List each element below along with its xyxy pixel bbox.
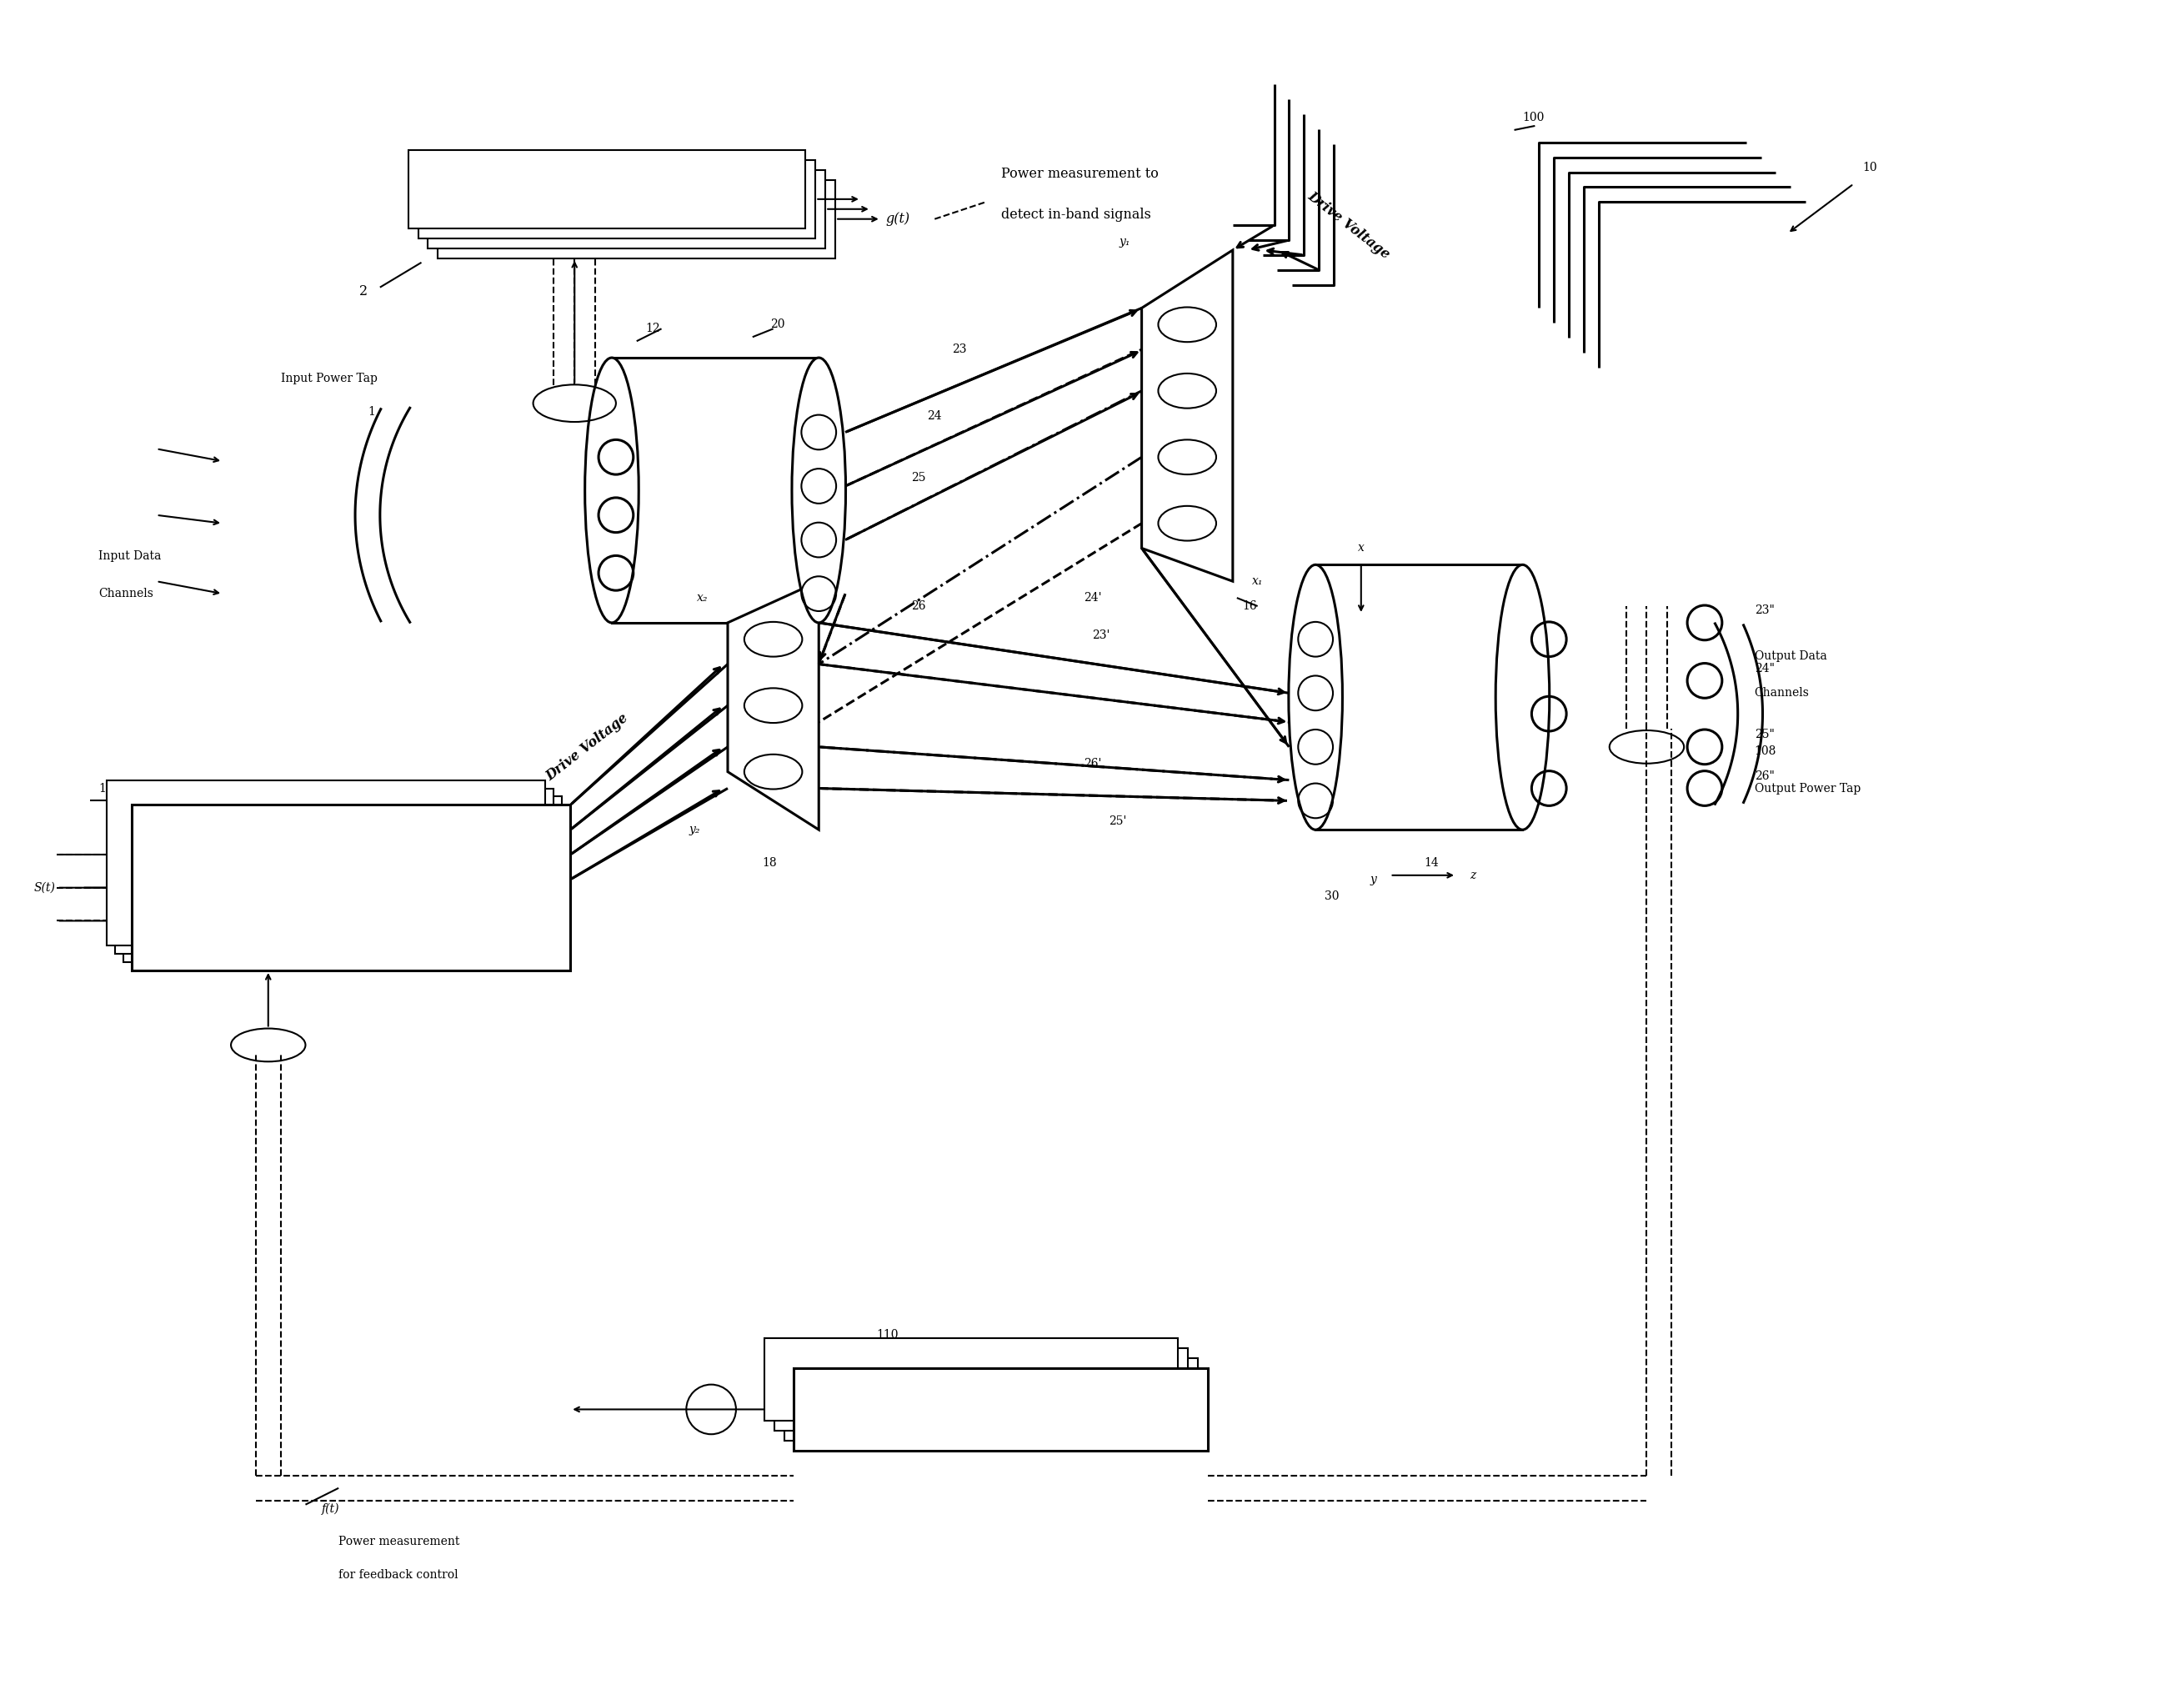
Text: 24: 24 [928,409,941,421]
Text: z: z [1470,870,1476,881]
Text: 23: 23 [952,344,968,355]
Text: Output Power Sensor: Output Power Sensor [928,1402,1072,1417]
Ellipse shape [1289,564,1343,830]
Text: f(t): f(t) [321,1502,341,1514]
Text: 25: 25 [911,472,926,484]
Text: 108: 108 [1754,745,1776,757]
Text: 14: 14 [1424,858,1439,868]
Ellipse shape [1496,564,1548,830]
Text: y: y [1369,873,1376,885]
Text: 26': 26' [1083,757,1101,769]
Polygon shape [727,581,819,830]
Bar [417,160,815,239]
Text: 24': 24' [1083,592,1101,604]
Text: Power measurement: Power measurement [339,1536,461,1548]
Text: 100: 100 [1522,113,1544,123]
Text: Output Power Tap: Output Power Tap [1754,783,1861,795]
Text: Output Data: Output Data [1754,650,1826,662]
Bar [131,805,570,970]
Bar [764,1338,1177,1420]
Text: Channels: Channels [1754,687,1808,699]
Text: 25': 25' [1109,815,1127,827]
Bar [784,1359,1199,1441]
Text: 26: 26 [911,600,926,612]
Text: Input Power Tap: Input Power Tap [280,373,378,384]
Text: 110: 110 [876,1328,900,1340]
Text: x₁: x₁ [1251,576,1262,587]
Text: Control System: Control System [299,910,404,924]
Text: Digital: Digital [328,861,373,875]
Text: Channels: Channels [98,588,153,600]
Text: 20: 20 [771,319,784,331]
Text: y₁: y₁ [1120,235,1131,247]
Bar [795,1367,1208,1451]
Text: 16: 16 [1243,600,1256,612]
Text: 25": 25" [1754,728,1773,740]
Text: S(t): S(t) [35,881,55,893]
Text: x₂: x₂ [697,592,708,604]
Polygon shape [1142,251,1232,581]
Bar [612,358,819,622]
Bar [408,150,806,228]
Text: g(t): g(t) [885,211,909,227]
Text: y₂: y₂ [688,824,701,835]
Text: 30: 30 [1326,890,1339,902]
Text: Drive Voltage: Drive Voltage [544,711,631,783]
Bar [773,1349,1188,1430]
Ellipse shape [585,358,638,622]
Text: 24": 24" [1754,663,1773,673]
Text: x: x [1358,542,1365,554]
Ellipse shape [793,358,845,622]
Text: 23': 23' [1092,629,1109,641]
Bar [439,179,834,259]
Text: Drive Voltage: Drive Voltage [1304,189,1393,261]
Bar [116,788,555,953]
Bar [428,170,826,249]
Text: Power measurement to: Power measurement to [1000,167,1158,181]
Text: 10: 10 [1863,162,1878,174]
Text: 100: 100 [98,783,120,795]
Text: 18: 18 [762,858,778,868]
Text: detect in-band signals: detect in-band signals [1000,208,1151,222]
Text: Input Power Sensor: Input Power Sensor [570,211,703,225]
Text: Input Data: Input Data [98,551,162,563]
Text: for feedback control: for feedback control [339,1569,459,1581]
Text: 26": 26" [1754,771,1773,781]
Bar [107,781,546,946]
Bar [122,796,561,962]
Text: 12: 12 [646,322,660,334]
Text: 1: 1 [369,406,376,418]
Bar [1315,564,1522,830]
Text: 2: 2 [358,285,367,298]
Text: 23": 23" [1754,605,1773,616]
